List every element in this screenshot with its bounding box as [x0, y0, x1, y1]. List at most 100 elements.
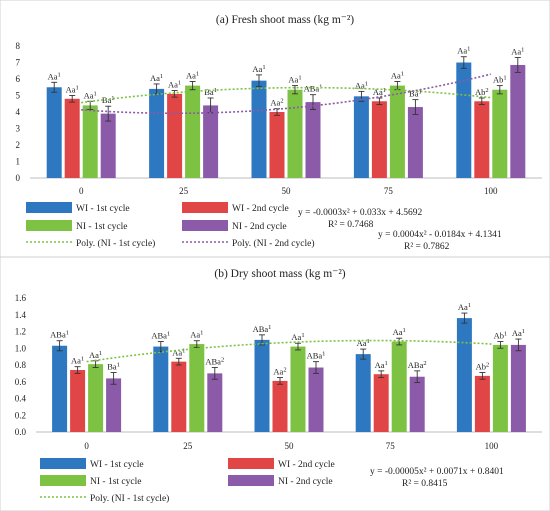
y-tick-label: 1.6: [15, 293, 27, 303]
legend-label-poly-ni-1st: Poly. (NI - 1st cycle): [76, 238, 155, 249]
bar: [391, 341, 407, 432]
data-label: Aa2: [273, 367, 286, 377]
x-tick-label: 100: [485, 441, 499, 451]
data-label: Aa1: [458, 302, 471, 312]
bar: [456, 318, 472, 432]
data-label: ABa1: [307, 351, 326, 361]
x-tick-label: 50: [285, 441, 295, 451]
data-label: Aa1: [190, 330, 203, 340]
trendlines: [81, 73, 491, 115]
data-label: Aa1: [457, 46, 470, 56]
bar: [207, 373, 223, 432]
x-tick-label: 75: [384, 186, 394, 196]
legend-label-ni-1st: NI - 1st cycle: [76, 222, 127, 232]
trendline: [81, 86, 491, 104]
legend-label-wi-1st: WI - 1st cycle: [76, 204, 130, 214]
data-label: Aa1: [357, 338, 370, 348]
bar: [373, 374, 389, 432]
y-tick-label: 3: [16, 124, 21, 134]
bar: [64, 98, 80, 178]
legend-label-poly-ni-2nd: Poly. (NI - 2nd cycle): [232, 238, 315, 249]
data-label: Aa1: [512, 328, 525, 338]
legend-swatch-ni-1st: [40, 475, 86, 486]
equation-ni-1st: y = -0.0003x² + 0.033x + 4.5692: [298, 208, 422, 218]
bar: [492, 344, 508, 432]
data-label: Aa1: [71, 356, 84, 366]
y-tick-label: 1.2: [15, 327, 26, 337]
data-label: Ba1: [204, 87, 217, 97]
y-tick-label: 0.4: [15, 394, 27, 404]
bar: [149, 88, 165, 178]
chart-title: (a) Fresh shoot mass (kg m⁻²): [216, 14, 354, 26]
bar: [510, 64, 526, 178]
legend-label-wi-2nd: WI - 2nd cycle: [232, 204, 289, 214]
y-tick-label: 1.0: [15, 343, 27, 353]
data-label: Ba1: [107, 362, 120, 372]
x-tick-label: 0: [84, 441, 89, 451]
data-label: Ba1: [409, 89, 422, 99]
bar: [290, 346, 306, 432]
data-label: Ba1: [102, 95, 115, 105]
legend-swatch-ni-1st: [26, 220, 72, 231]
data-label: ABa1: [50, 330, 69, 340]
bar: [153, 346, 169, 432]
data-label: Aa1: [252, 64, 265, 74]
bar: [492, 89, 508, 178]
bar: [88, 364, 104, 432]
bar: [100, 113, 116, 178]
bar: [308, 367, 324, 432]
y-axis: 0.0 0.2 0.4 0.6 0.8 1.0 1.2 1.4 1.6: [15, 293, 27, 437]
data-label: Aa1: [291, 332, 304, 342]
data-label: Aa1: [375, 360, 388, 370]
x-tick-label: 100: [484, 186, 498, 196]
data-label: Aa1: [48, 71, 61, 81]
data-label: ABa1: [253, 324, 272, 334]
bar: [355, 354, 371, 432]
r2-ni-2nd: R² = 0.7862: [404, 242, 450, 252]
legend-swatch-wi-2nd: [228, 458, 274, 469]
y-tick-label: 8: [16, 41, 21, 51]
y-tick-label: 4: [16, 107, 21, 117]
bar: [254, 339, 270, 432]
legend-label-ni-2nd: NI - 2nd cycle: [232, 222, 287, 232]
legend-swatch-wi-1st: [40, 458, 86, 469]
data-label: Aa1: [84, 90, 97, 100]
y-tick-label: 5: [16, 91, 21, 101]
r2-ni-1st: R² = 0.8415: [402, 479, 448, 489]
bar: [167, 93, 183, 178]
legend-label-wi-2nd: WI - 2nd cycle: [278, 460, 335, 470]
data-label: Ab2: [476, 362, 490, 372]
data-label: Aa1: [288, 75, 301, 85]
data-label: ABa2: [408, 360, 427, 370]
data-label: Aa1: [66, 85, 79, 95]
x-tick-label: 0: [79, 186, 84, 196]
x-tick-label: 50: [282, 186, 292, 196]
bar: [185, 85, 201, 178]
bar: [171, 361, 187, 432]
data-label: Aa1: [373, 87, 386, 97]
trendlines: [86, 339, 492, 363]
bar: [106, 378, 122, 432]
legend-swatch-wi-2nd: [182, 202, 228, 213]
legend-label-poly-ni-1st: Poly. (NI - 1st cycle): [90, 493, 169, 504]
bar: [474, 101, 490, 178]
data-label: ABa1: [151, 331, 170, 341]
legend-label-ni-2nd: NI - 2nd cycle: [278, 477, 333, 487]
equation-ni-2nd: y = 0.0004x² - 0.0184x + 4.1341: [378, 230, 502, 240]
bar: [287, 89, 303, 178]
trendline: [86, 339, 492, 363]
data-label: Ab1: [494, 331, 508, 341]
bar: [474, 375, 490, 432]
legend-swatch-wi-1st: [26, 202, 72, 213]
data-label: Ab2: [475, 87, 489, 97]
data-label: ABa2: [205, 357, 224, 367]
bar: [82, 105, 98, 178]
y-tick-label: 0: [16, 173, 21, 183]
data-label: Aa1: [391, 70, 404, 80]
x-tick-label: 25: [179, 186, 189, 196]
bar: [70, 370, 86, 432]
data-label: Aa1: [150, 73, 163, 83]
y-tick-label: 0.0: [15, 427, 27, 437]
y-tick-label: 0.2: [15, 410, 26, 420]
